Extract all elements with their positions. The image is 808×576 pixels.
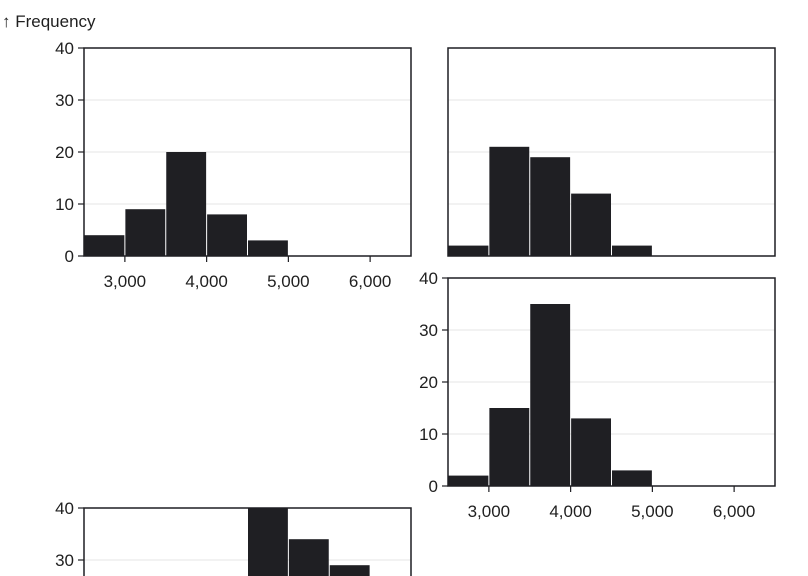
y-tick-label: 10 — [55, 195, 74, 214]
histogram-bar — [288, 539, 329, 576]
y-tick-label: 40 — [55, 499, 74, 518]
histogram-bar — [166, 152, 207, 256]
facet-panel-3: 0 10 20 30 40 3,000 4,000 5,000 6,000 — [419, 269, 776, 521]
y-tick-label: 20 — [419, 373, 438, 392]
y-tick-label: 0 — [429, 477, 438, 496]
facet-panel-4: 30 40 — [55, 499, 412, 576]
histogram-bar — [448, 245, 489, 256]
x-tick-label: 4,000 — [549, 502, 592, 521]
x-tick-label: 3,000 — [468, 502, 511, 521]
histogram-bar — [248, 508, 288, 576]
histogram-bar — [207, 214, 247, 256]
histogram-bar — [248, 240, 288, 256]
y-tick-label: 30 — [55, 551, 74, 570]
histogram-bar — [612, 470, 652, 486]
y-tick-label: 30 — [55, 91, 74, 110]
histogram-bar — [125, 209, 166, 256]
panel-frame — [447, 47, 776, 257]
y-tick-label: 40 — [55, 39, 74, 58]
histogram-bar — [84, 235, 125, 256]
y-tick-label: 0 — [65, 247, 74, 266]
histogram-bar — [571, 418, 611, 486]
histogram-bar — [612, 245, 652, 256]
x-tick-label: 6,000 — [349, 272, 392, 291]
histogram-bar — [530, 304, 571, 486]
y-tick-label: 40 — [419, 269, 438, 288]
facets: 0 10 20 30 40 3,000 4,000 5,000 6,000 0 10 20 30 40 3,… — [55, 39, 776, 576]
x-tick-label: 5,000 — [631, 502, 674, 521]
x-tick-label: 3,000 — [104, 272, 147, 291]
panel-frame — [83, 47, 412, 257]
histogram-bar — [571, 193, 611, 256]
y-tick-label: 30 — [419, 321, 438, 340]
panel-frame — [447, 277, 776, 487]
y-tick-label: 20 — [55, 143, 74, 162]
y-axis-title: ↑ Frequency — [2, 12, 96, 31]
y-tick-label: 10 — [419, 425, 438, 444]
facet-panel-2 — [447, 47, 776, 257]
panel-frame — [83, 507, 412, 576]
histogram-bar — [489, 408, 530, 486]
histogram-bar — [448, 475, 489, 486]
x-tick-label: 4,000 — [185, 272, 228, 291]
facet-panel-1: 0 10 20 30 40 3,000 4,000 5,000 6,000 — [55, 39, 412, 291]
x-tick-label: 5,000 — [267, 272, 310, 291]
x-tick-label: 6,000 — [713, 502, 756, 521]
histogram-bar — [530, 157, 571, 256]
histogram-bar — [329, 565, 370, 576]
histogram-bar — [489, 146, 530, 256]
